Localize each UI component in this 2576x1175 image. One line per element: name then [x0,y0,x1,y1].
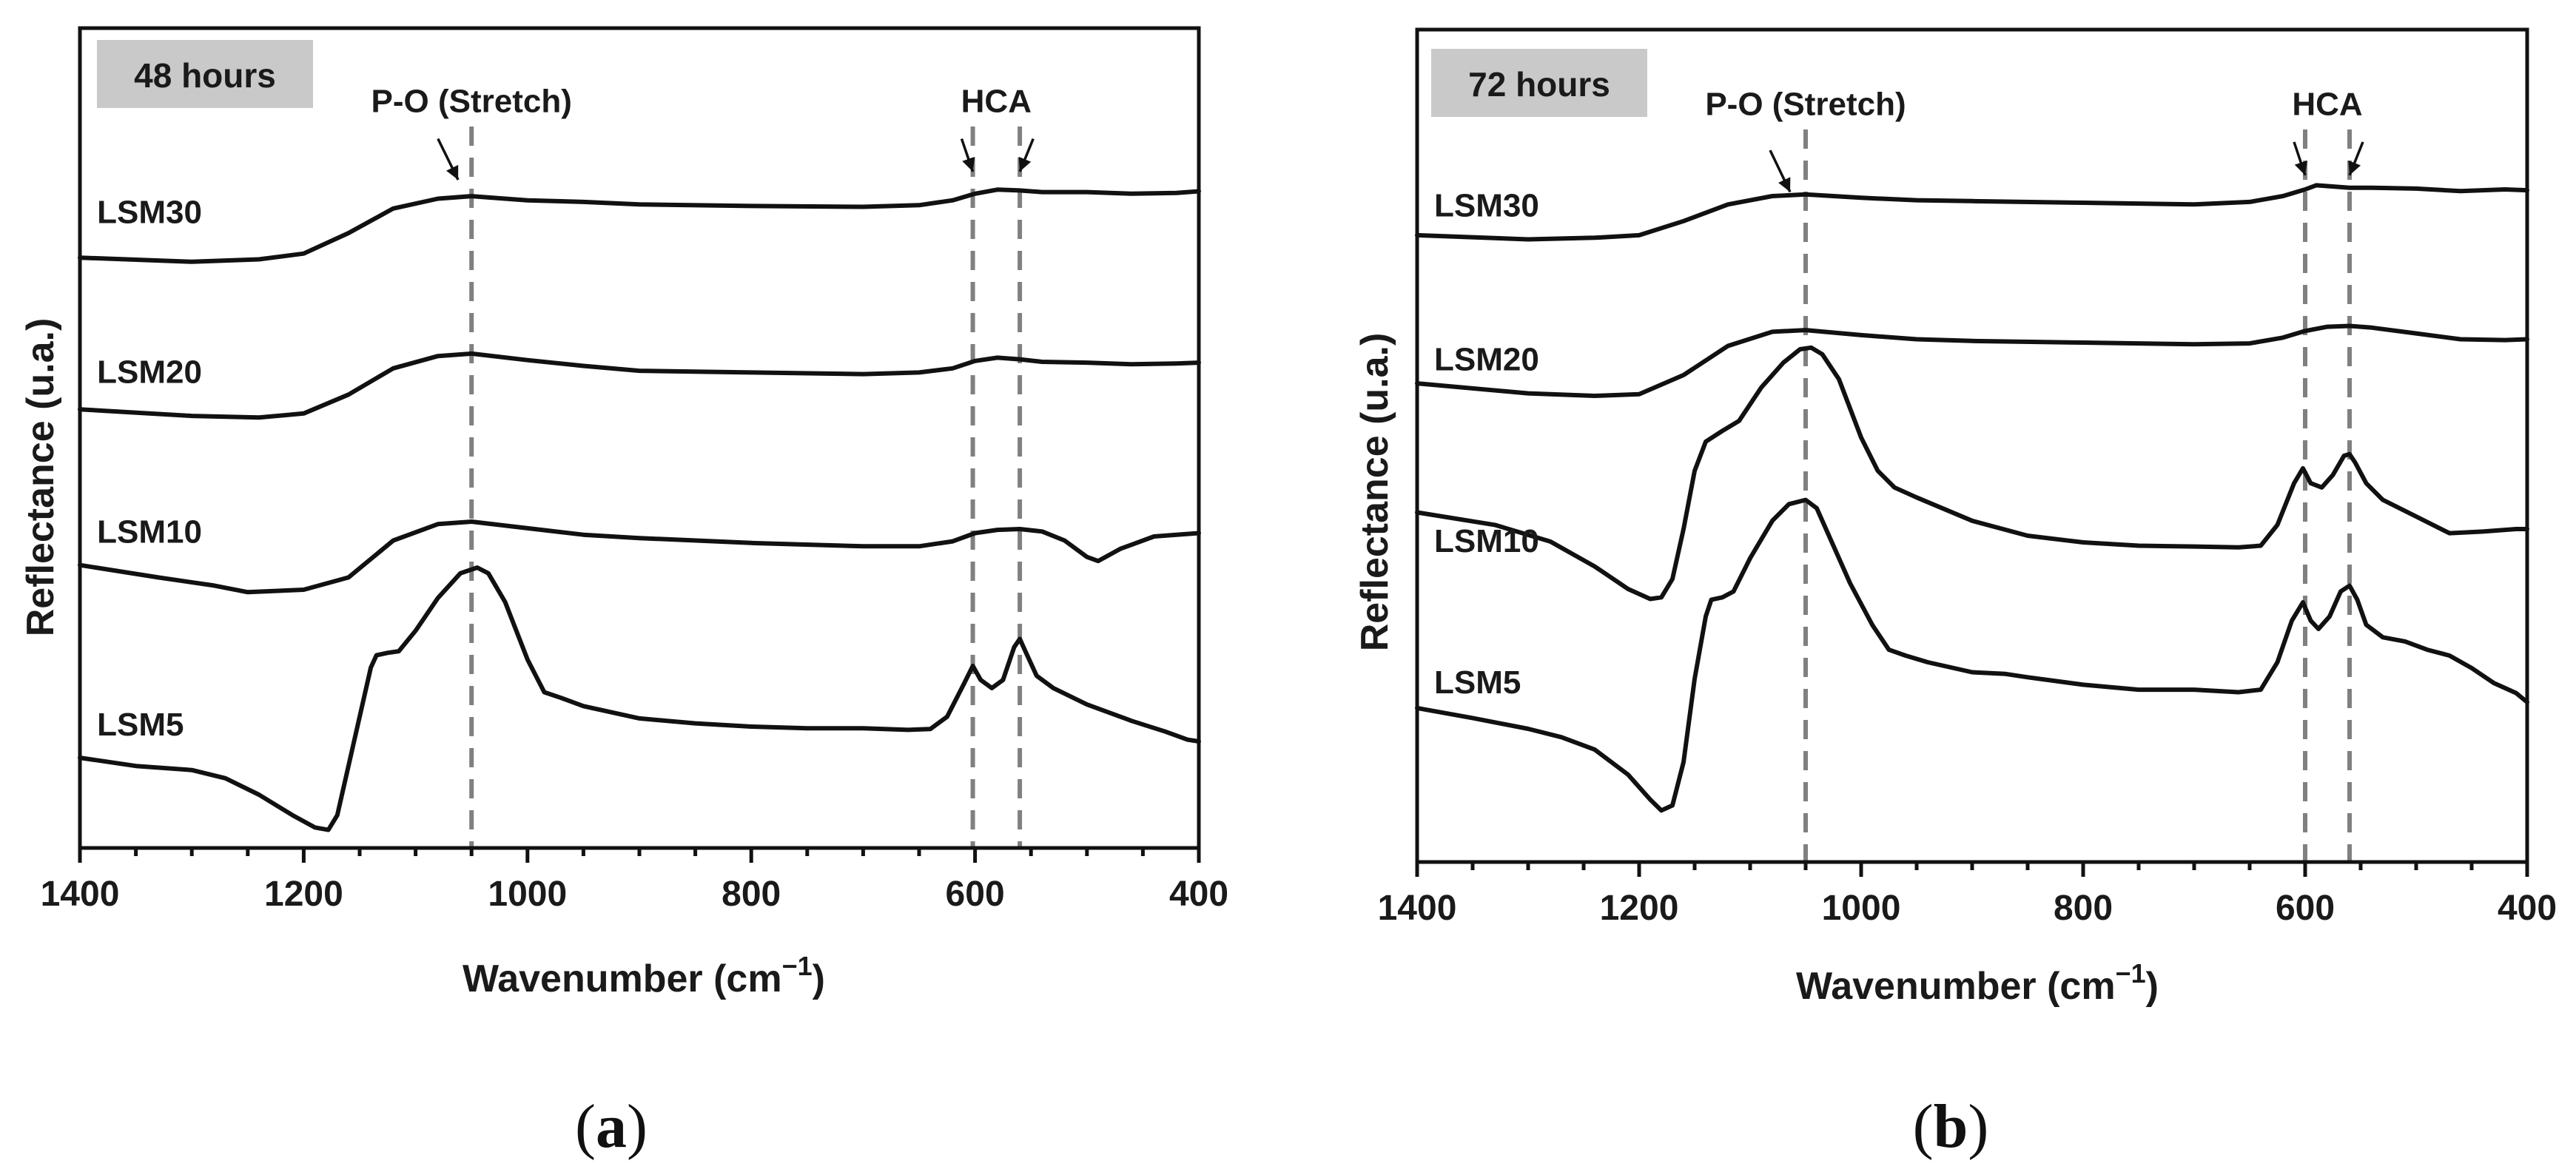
y-axis-label: Reflectance (u.a.) [1353,333,1396,652]
annotation-arrowhead [962,156,975,172]
annotation-label: P-O (Stretch) [371,84,572,120]
time-label: 72 hours [1468,65,1610,104]
x-tick-label: 1200 [264,875,343,914]
series-label-lsm10: LSM10 [1434,523,1539,559]
series-label-lsm20: LSM20 [97,354,202,390]
plot-frame [1415,27,2529,864]
x-tick-label: 1400 [41,875,120,914]
x-tick-label: 400 [1169,875,1228,914]
x-tick-label: 400 [2498,889,2557,928]
x-axis-label: Wavenumber (cm−1) [463,951,825,1000]
series-label-lsm30: LSM30 [97,194,202,230]
panel-a: 48 hours Reflectance (u.a.) Wavenumber (… [19,26,1228,1161]
series-label-lsm10: LSM10 [97,514,202,550]
series-label-lsm5: LSM5 [1434,664,1521,701]
panel-caption: (a) [575,1092,648,1161]
x-tick-label: 1000 [488,875,567,914]
x-tick-label: 600 [2276,889,2335,928]
x-tick-label: 1000 [1822,889,1901,928]
annotation-arrowhead [1018,156,1032,172]
series-line-lsm30 [78,187,1201,264]
y-axis-label: Reflectance (u.a.) [19,318,62,637]
x-tick-label: 800 [722,875,781,914]
x-tick-label: 600 [946,875,1005,914]
series-label-lsm5: LSM5 [97,707,184,743]
series-line-lsm30 [1415,183,2529,242]
plot-frame [78,26,1201,850]
annotation-arrowhead [2348,160,2361,175]
x-axis-label: Wavenumber (cm−1) [1796,958,2159,1008]
series-line-lsm10 [1415,345,2529,602]
series-label-lsm30: LSM30 [1434,188,1539,224]
annotation-label: P-O (Stretch) [1705,86,1906,122]
annotation-arrowhead [1778,177,1791,192]
series-line-lsm5 [78,565,1201,832]
time-label-box [1431,49,1647,117]
x-tick-label: 1200 [1600,889,1679,928]
panel-caption: (b) [1913,1092,1989,1161]
annotation-arrowhead [446,164,459,180]
time-label: 48 hours [134,56,276,95]
series-line-lsm10 [78,519,1201,595]
annotation-label: HCA [961,84,1032,120]
x-tick-label: 800 [2054,889,2113,928]
annotation-arrowhead [2294,160,2307,175]
series-line-lsm20 [1415,323,2529,398]
series-line-lsm20 [78,351,1201,420]
series-line-lsm5 [1415,497,2529,813]
annotation-label: HCA [2292,86,2362,122]
panel-b: 72 hours Reflectance (u.a.) Wavenumber (… [1353,27,2557,1161]
time-label-box [97,40,313,108]
series-label-lsm20: LSM20 [1434,342,1539,378]
x-tick-label: 1400 [1378,889,1457,928]
